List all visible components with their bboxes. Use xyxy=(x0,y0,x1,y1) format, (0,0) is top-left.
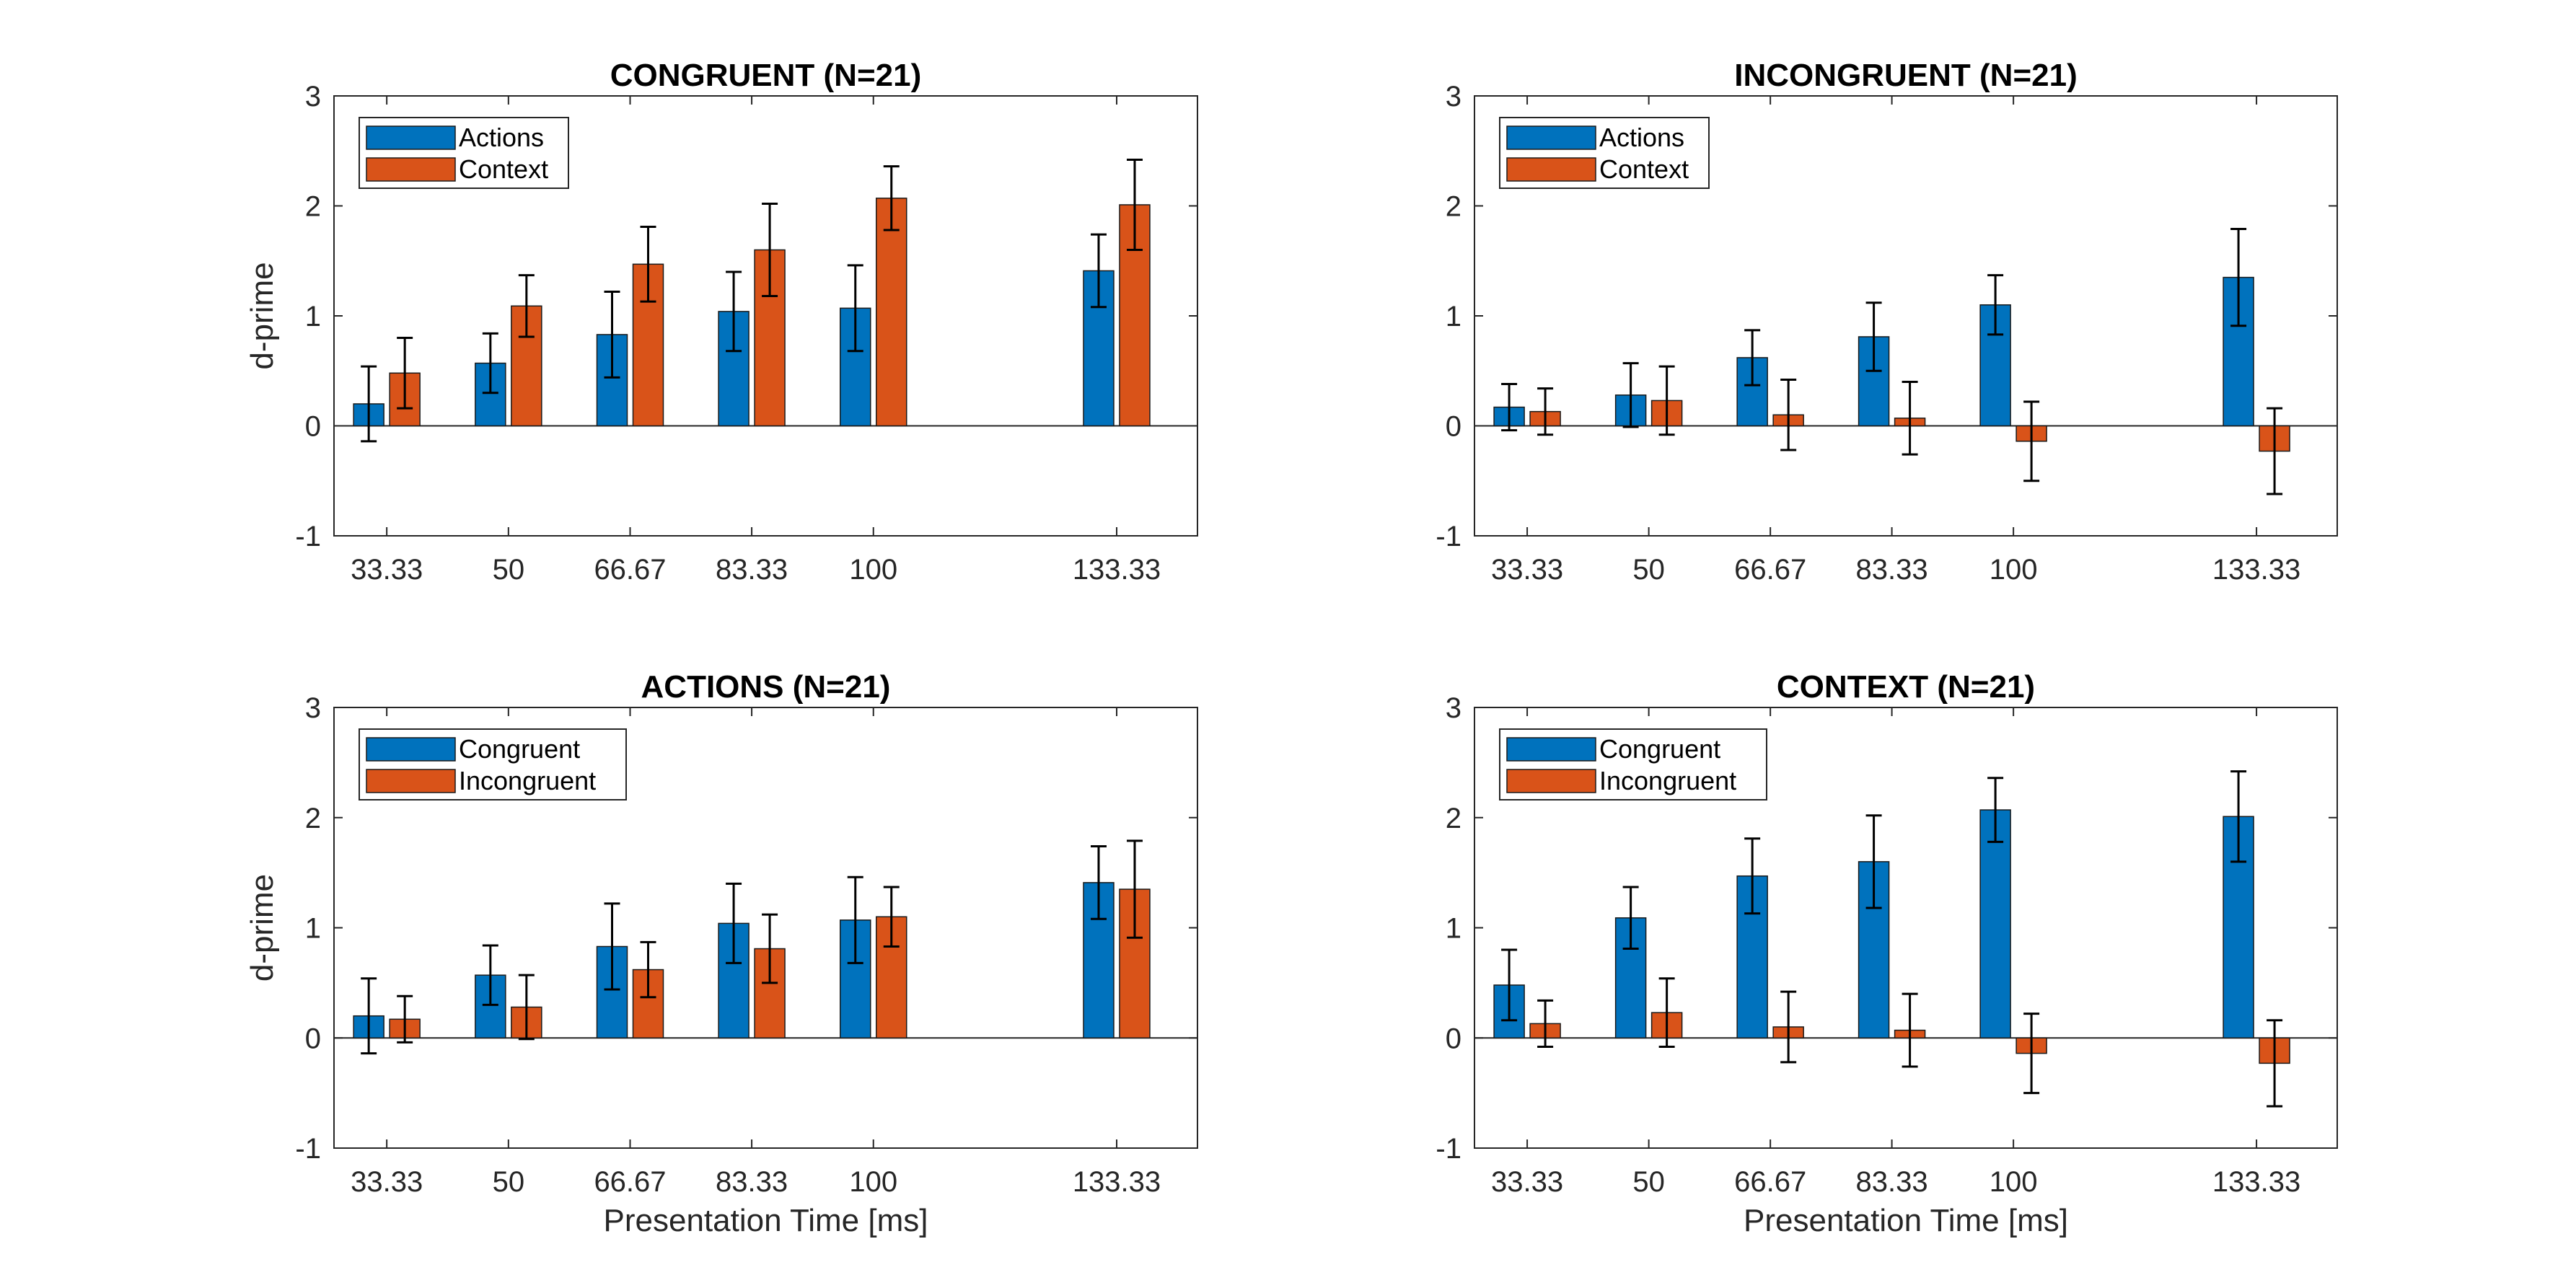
x-tick-label: 133.33 xyxy=(1073,554,1161,586)
x-tick-label: 66.67 xyxy=(1734,1166,1806,1198)
y-tick-label: -1 xyxy=(295,1133,321,1165)
legend-label: Actions xyxy=(1599,123,1684,152)
y-axis-label: d-prime xyxy=(245,262,280,369)
chart-panel-1: -1 0 1 2 3 33.33 50 66.67 83.33 100 133.33 CONGRUEN… xyxy=(245,58,1198,586)
y-tick-label: 0 xyxy=(1446,411,1461,443)
y-tick-label: 0 xyxy=(305,1023,321,1054)
x-axis-label: Presentation Time [ms] xyxy=(1744,1203,2068,1238)
x-tick-label: 100 xyxy=(1990,554,2038,586)
chart-panel-2: -1 0 1 2 3 33.33 50 66.67 83.33 100 133.33 INCONGRU… xyxy=(1436,58,2338,586)
legend-swatch xyxy=(1506,125,1596,150)
legend-label: Actions xyxy=(459,123,544,152)
legend-label: Context xyxy=(459,154,548,184)
x-tick-label: 100 xyxy=(849,554,897,586)
y-tick-label: 1 xyxy=(305,301,321,332)
x-axis-label: Presentation Time [ms] xyxy=(604,1203,928,1238)
x-tick-label: 133.33 xyxy=(1073,1166,1161,1198)
y-tick-label: 2 xyxy=(1446,803,1461,834)
x-tick-label: 133.33 xyxy=(2212,554,2300,586)
x-tick-label: 50 xyxy=(1632,1166,1665,1198)
legend-label: Incongruent xyxy=(459,766,596,795)
legend-label: Context xyxy=(1599,154,1689,184)
x-tick-label: 33.33 xyxy=(351,1166,423,1198)
bar-series2 xyxy=(875,198,907,427)
y-tick-label: 3 xyxy=(1446,692,1461,724)
legend-swatch xyxy=(366,737,456,762)
x-tick-label: 83.33 xyxy=(716,1166,788,1198)
bar-series1 xyxy=(1979,809,2011,1038)
x-tick-label: 50 xyxy=(493,554,525,586)
chart-title: ACTIONS (N=21) xyxy=(641,669,891,705)
y-tick-label: 1 xyxy=(305,913,321,945)
x-tick-label: 33.33 xyxy=(351,554,423,586)
legend-swatch xyxy=(366,157,456,182)
y-tick-label: 3 xyxy=(1446,81,1461,113)
x-tick-label: 66.67 xyxy=(594,554,666,586)
legend-label: Congruent xyxy=(1599,734,1720,764)
x-tick-label: 83.33 xyxy=(716,554,788,586)
legend-swatch xyxy=(1506,737,1596,762)
x-tick-label: 133.33 xyxy=(2212,1166,2300,1198)
y-tick-label: -1 xyxy=(295,521,321,552)
y-axis-label: d-prime xyxy=(245,874,280,982)
legend-swatch xyxy=(366,769,456,793)
y-tick-label: 2 xyxy=(1446,191,1461,223)
x-tick-label: 83.33 xyxy=(1856,1166,1928,1198)
legend-swatch xyxy=(1506,769,1596,793)
x-tick-label: 33.33 xyxy=(1491,1166,1563,1198)
x-tick-label: 50 xyxy=(493,1166,525,1198)
legend-swatch xyxy=(366,125,456,150)
y-tick-label: 1 xyxy=(1446,913,1461,945)
x-tick-label: 33.33 xyxy=(1491,554,1563,586)
y-tick-label: -1 xyxy=(1436,1133,1461,1165)
y-tick-label: 2 xyxy=(305,191,321,223)
x-tick-label: 50 xyxy=(1632,554,1665,586)
chart-panel-4: -1 0 1 2 3 33.33 50 66.67 83.33 100 133.33 CONTEXT … xyxy=(1436,669,2338,1238)
x-tick-label: 66.67 xyxy=(594,1166,666,1198)
x-tick-label: 100 xyxy=(849,1166,897,1198)
y-tick-label: 1 xyxy=(1446,301,1461,332)
bar-series1 xyxy=(475,362,506,427)
legend-label: Incongruent xyxy=(1599,766,1736,795)
x-tick-label: 83.33 xyxy=(1856,554,1928,586)
legend-swatch xyxy=(1506,157,1596,182)
legend-label: Congruent xyxy=(459,734,580,764)
chart-title: CONGRUENT (N=21) xyxy=(610,58,922,93)
y-tick-label: 2 xyxy=(305,803,321,834)
x-tick-label: 100 xyxy=(1990,1166,2038,1198)
bar-series1 xyxy=(839,307,871,427)
chart-title: CONTEXT (N=21) xyxy=(1777,669,2035,705)
bar-series1 xyxy=(596,945,628,1039)
y-tick-label: 0 xyxy=(305,411,321,443)
chart-title: INCONGRUENT (N=21) xyxy=(1734,58,2078,93)
y-tick-label: 3 xyxy=(305,81,321,113)
y-tick-label: 0 xyxy=(1446,1023,1461,1054)
y-tick-label: 3 xyxy=(305,692,321,724)
y-tick-label: -1 xyxy=(1436,521,1461,552)
x-tick-label: 66.67 xyxy=(1734,554,1806,586)
chart-panel-3: -1 0 1 2 3 33.33 50 66.67 83.33 100 133.33 ACTIONS … xyxy=(245,669,1198,1238)
